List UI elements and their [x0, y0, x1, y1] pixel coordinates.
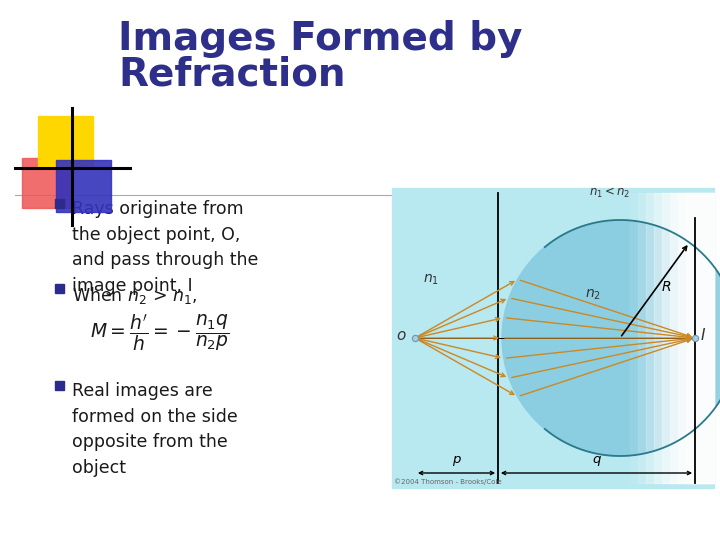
Text: $I$: $I$: [700, 327, 706, 343]
Text: $q$: $q$: [592, 454, 601, 468]
Bar: [38, 116, 93, 168]
Text: $n_1$: $n_1$: [423, 273, 439, 287]
Circle shape: [502, 220, 720, 456]
Text: When $n_2$ > $n_1$,: When $n_2$ > $n_1$,: [72, 285, 197, 306]
Text: Rays originate from
the object point, O,
and pass through the
image point, I: Rays originate from the object point, O,…: [72, 200, 258, 295]
Bar: [630, 193, 714, 483]
Text: Refraction: Refraction: [118, 55, 346, 93]
Bar: [22, 158, 70, 208]
Text: $R$: $R$: [661, 280, 671, 294]
Text: $n_2$: $n_2$: [585, 288, 601, 302]
Bar: [55, 284, 64, 293]
Text: ©2004 Thomson - Brooks/Cole: ©2004 Thomson - Brooks/Cole: [394, 478, 502, 485]
Text: Real images are
formed on the side
opposite from the
object: Real images are formed on the side oppos…: [72, 382, 238, 477]
Text: $n_1 < n_2$: $n_1 < n_2$: [590, 186, 631, 200]
Bar: [686, 193, 714, 483]
Bar: [55, 381, 64, 390]
Text: $o$: $o$: [397, 327, 407, 342]
Bar: [56, 160, 111, 212]
Bar: [678, 193, 714, 483]
Text: $M = \dfrac{h'}{h} = -\dfrac{n_1 q}{n_2 p}$: $M = \dfrac{h'}{h} = -\dfrac{n_1 q}{n_2 …: [90, 312, 230, 353]
Text: Images Formed by: Images Formed by: [118, 20, 523, 58]
Bar: [670, 193, 714, 483]
Bar: [638, 193, 714, 483]
Bar: [55, 199, 64, 208]
Bar: [646, 193, 714, 483]
Bar: [654, 193, 714, 483]
Bar: [662, 193, 714, 483]
Text: $p$: $p$: [451, 454, 462, 468]
Bar: [392, 188, 714, 488]
